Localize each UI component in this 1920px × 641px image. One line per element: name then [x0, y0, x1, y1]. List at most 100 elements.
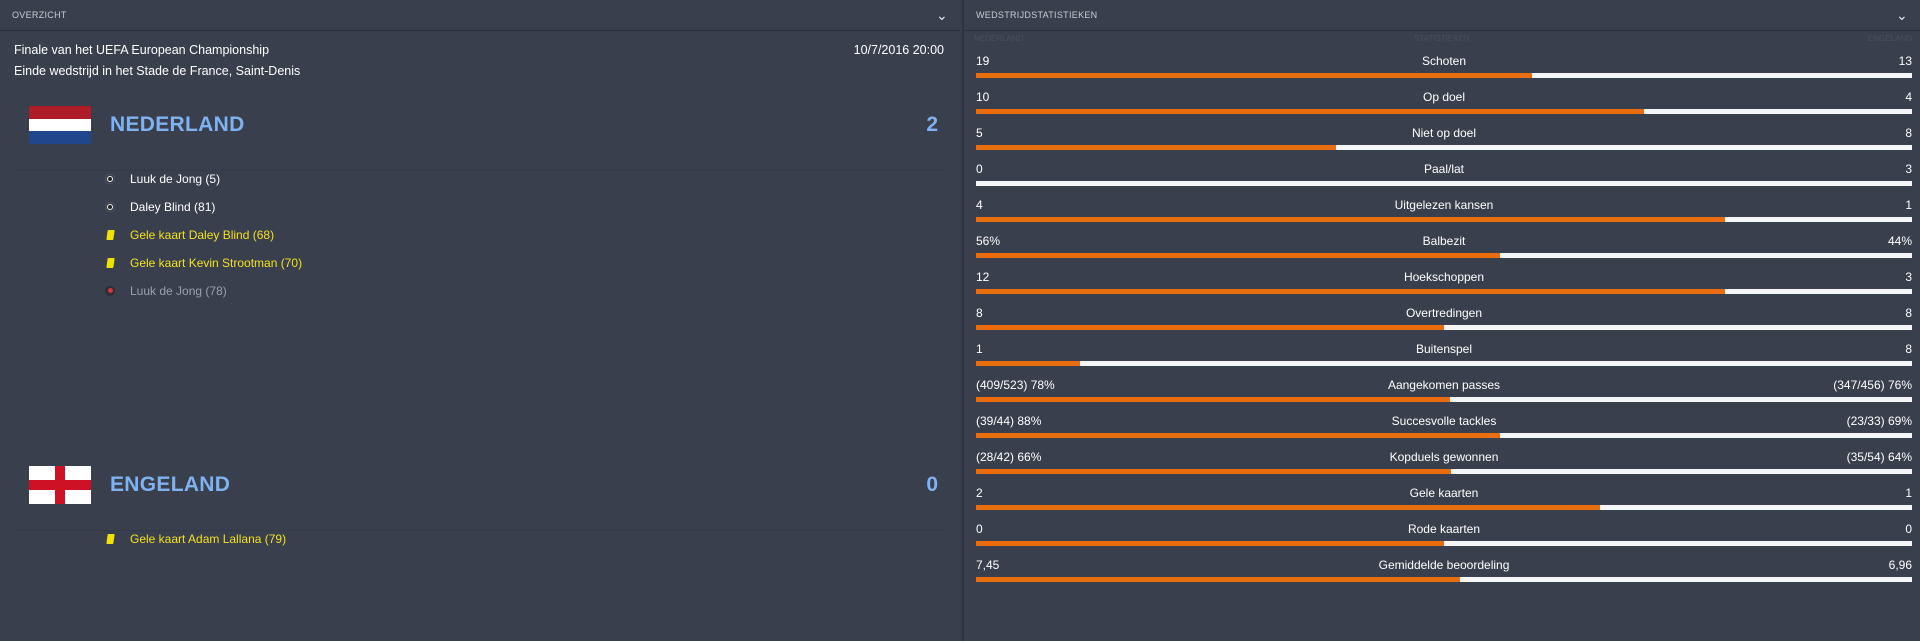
stat-comparison-bar	[976, 181, 1912, 186]
stat-comparison-bar	[976, 253, 1912, 258]
stat-row: 56% Balbezit 44%	[976, 234, 1912, 270]
home-team-name[interactable]: NEDERLAND	[110, 113, 245, 136]
stat-home-value: 0	[976, 522, 983, 536]
stat-name: Paal/lat	[1423, 162, 1465, 176]
away-team-name[interactable]: ENGELAND	[110, 473, 231, 496]
overview-header[interactable]: OVERZICHT ⌄	[0, 0, 960, 31]
stat-row: 12 Hoekschoppen 3	[976, 270, 1912, 306]
stat-row: 4 Uitgelezen kansen 1	[976, 198, 1912, 234]
stat-comparison-bar	[976, 289, 1912, 294]
stat-home-share-fill	[976, 397, 1450, 402]
stat-home-value: 4	[976, 198, 983, 212]
stats-col-home: NEDERLAND	[974, 34, 1024, 43]
stat-away-value: 6,96	[1888, 558, 1912, 572]
stat-away-value: 44%	[1887, 234, 1912, 248]
away-team-row: ENGELAND 0	[14, 440, 944, 531]
stat-comparison-bar	[976, 397, 1912, 402]
stat-home-share-fill	[976, 325, 1444, 330]
stat-comparison-bar	[976, 505, 1912, 510]
stat-row: 1 Buitenspel 8	[976, 342, 1912, 378]
football-icon	[105, 174, 115, 184]
competition-title: Finale van het UEFA European Championshi…	[14, 43, 270, 57]
stat-row: (409/523) 78% Aangekomen passes (347/456) …	[976, 378, 1912, 414]
stat-row: 8 Overtredingen 8	[976, 306, 1912, 342]
stat-name: Succesvolle tackles	[1391, 414, 1497, 428]
stat-away-value: 1	[1905, 486, 1912, 500]
stat-home-share-fill	[976, 73, 1532, 78]
stat-home-value: (409/523) 78%	[976, 378, 1055, 392]
substitution-icon	[105, 286, 115, 296]
chevron-down-icon[interactable]: ⌄	[1895, 7, 1908, 23]
stat-away-value: 3	[1905, 162, 1912, 176]
stat-name: Overtredingen	[1405, 306, 1483, 320]
stat-away-value: 0	[1905, 522, 1912, 536]
stats-title: WEDSTRIJDSTATISTIEKEN	[976, 10, 1098, 20]
stat-away-value: 3	[1905, 270, 1912, 284]
stat-home-value: 12	[976, 270, 990, 284]
england-flag-icon	[29, 466, 91, 504]
stat-row: (28/42) 66% Kopduels gewonnen (35/54) 64%	[976, 450, 1912, 486]
stat-name: Buitenspel	[1415, 342, 1473, 356]
stat-away-value: 1	[1905, 198, 1912, 212]
stat-home-share-fill	[976, 505, 1600, 510]
match-stats-panel: WEDSTRIJDSTATISTIEKEN ⌄ NEDERLAND STATIS…	[962, 0, 1920, 641]
stat-home-share-fill	[976, 145, 1336, 150]
stat-home-share-fill	[976, 361, 1080, 366]
match-event-text: Daley Blind (81)	[130, 200, 216, 214]
stats-column-headers: NEDERLAND STATISTIEKEN ENGELAND	[974, 34, 1912, 48]
stat-row: (39/44) 88% Succesvolle tackles (23/33) 69…	[976, 414, 1912, 450]
stat-row: 10 Op doel 4	[976, 90, 1912, 126]
overview-panel: OVERZICHT ⌄ Finale van het UEFA European…	[0, 0, 960, 546]
stat-comparison-bar	[976, 217, 1912, 222]
yellow-card-icon	[106, 230, 115, 240]
stat-comparison-bar	[976, 577, 1912, 582]
home-team-score: 2	[926, 113, 938, 136]
stat-name: Op doel	[1422, 90, 1466, 104]
stats-col-away: ENGELAND	[1867, 34, 1912, 43]
stat-home-share-fill	[976, 433, 1500, 438]
stat-home-share-fill	[976, 289, 1725, 294]
stat-away-value: 8	[1905, 342, 1912, 356]
stat-comparison-bar	[976, 469, 1912, 474]
stat-away-value: 4	[1905, 90, 1912, 104]
stat-row: 19 Schoten 13	[976, 54, 1912, 90]
stat-row: 0 Rode kaarten 0	[976, 522, 1912, 558]
stat-home-value: 5	[976, 126, 983, 140]
stat-name: Gele kaarten	[1409, 486, 1479, 500]
football-icon	[105, 202, 115, 212]
match-event-text: Gele kaart Daley Blind (68)	[130, 228, 275, 242]
stats-header[interactable]: WEDSTRIJDSTATISTIEKEN ⌄	[964, 0, 1920, 31]
stat-away-value: (23/33) 69%	[1846, 414, 1912, 428]
match-event-text: Luuk de Jong (5)	[130, 172, 221, 186]
stat-name: Rode kaarten	[1407, 522, 1481, 536]
stat-home-value: 56%	[976, 234, 1001, 248]
stat-comparison-bar	[976, 145, 1912, 150]
stats-col-stat: STATISTIEKEN	[1414, 34, 1470, 43]
stat-home-value: (28/42) 66%	[976, 450, 1042, 464]
stat-home-share-fill	[976, 577, 1460, 582]
stat-home-share-fill	[976, 109, 1644, 114]
stat-home-share-fill	[976, 253, 1500, 258]
stat-home-share-fill	[976, 541, 1444, 546]
netherlands-flag-icon	[29, 106, 91, 144]
stat-comparison-bar	[976, 325, 1912, 330]
stat-name: Balbezit	[1422, 234, 1466, 248]
stat-home-value: 1	[976, 342, 983, 356]
stat-row: 0 Paal/lat 3	[976, 162, 1912, 198]
chevron-down-icon[interactable]: ⌄	[935, 7, 948, 23]
match-status: Einde wedstrijd in het Stade de France, …	[14, 64, 301, 78]
stat-home-value: 19	[976, 54, 990, 68]
stat-home-value: 8	[976, 306, 983, 320]
stat-name: Niet op doel	[1411, 126, 1477, 140]
stat-home-value: (39/44) 88%	[976, 414, 1042, 428]
stat-name: Schoten	[1421, 54, 1467, 68]
stat-comparison-bar	[976, 109, 1912, 114]
stat-name: Gemiddelde beoordeling	[1378, 558, 1510, 572]
stat-away-value: (347/456) 76%	[1833, 378, 1912, 392]
overview-title: OVERZICHT	[12, 10, 67, 20]
match-event-text: Gele kaart Adam Lallana (79)	[130, 532, 287, 546]
stat-home-value: 0	[976, 162, 983, 176]
stat-comparison-bar	[976, 433, 1912, 438]
stat-name: Kopduels gewonnen	[1389, 450, 1499, 464]
stat-away-value: 8	[1905, 306, 1912, 320]
